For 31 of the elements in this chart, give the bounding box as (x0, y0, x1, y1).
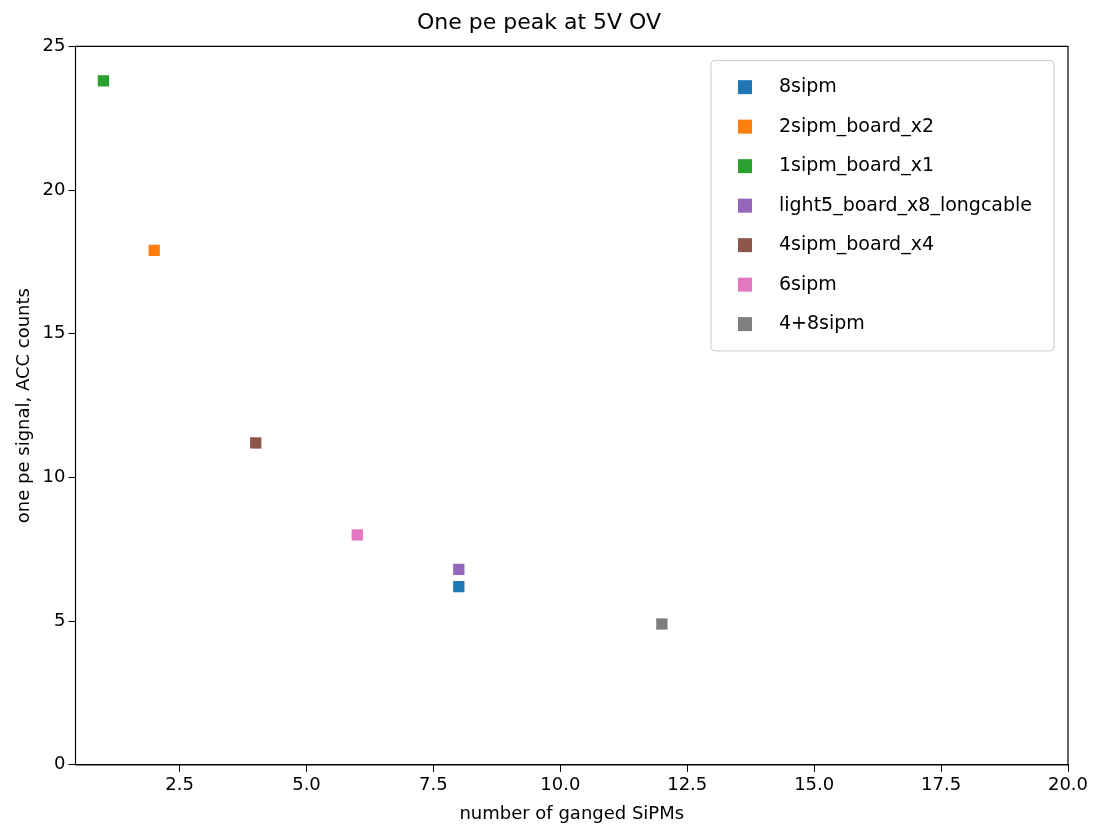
y-axis-title: one pe signal, ACC counts (12, 288, 34, 524)
point (97, 75, 110, 87)
y-tick-label: 0 (54, 752, 66, 774)
point (351, 529, 363, 541)
x-tick-label: 17.5 (921, 773, 962, 795)
x-tick-label: 12.5 (667, 773, 708, 795)
y-tick-label: 20 (42, 177, 66, 199)
legend-label: light5_board_x8_longcable (778, 192, 1033, 216)
point (656, 618, 668, 630)
chart-title: One pe peak at 5V OV (416, 8, 662, 34)
x-tick-label: 20.0 (1047, 773, 1089, 795)
y-tick-label: 25 (42, 34, 66, 56)
x-tick-label: 5.0 (292, 773, 321, 795)
legend-label: 8sipm (778, 74, 837, 97)
x-axis-title: number of ganged SiPMs (459, 801, 685, 823)
y-tick-label: 5 (54, 608, 66, 630)
legend-label: 6sipm (778, 271, 837, 294)
x-tick-label: 7.5 (419, 773, 448, 795)
point (453, 580, 465, 593)
y-tick-label: 15 (42, 321, 66, 343)
legend-label: 1sipm_board_x1 (778, 153, 935, 177)
point (453, 563, 465, 576)
x-tick-label: 15.0 (794, 773, 835, 795)
legend-label: 2sipm_board_x2 (778, 113, 935, 137)
x-tick-label: 2.5 (165, 773, 194, 795)
legend-label: 4+8sipm (778, 311, 865, 334)
x-tick-label: 10.0 (540, 773, 581, 795)
point (148, 244, 160, 257)
legend-label: 4sipm_board_x4 (778, 232, 935, 256)
point (250, 437, 262, 449)
y-tick-label: 10 (42, 465, 66, 487)
